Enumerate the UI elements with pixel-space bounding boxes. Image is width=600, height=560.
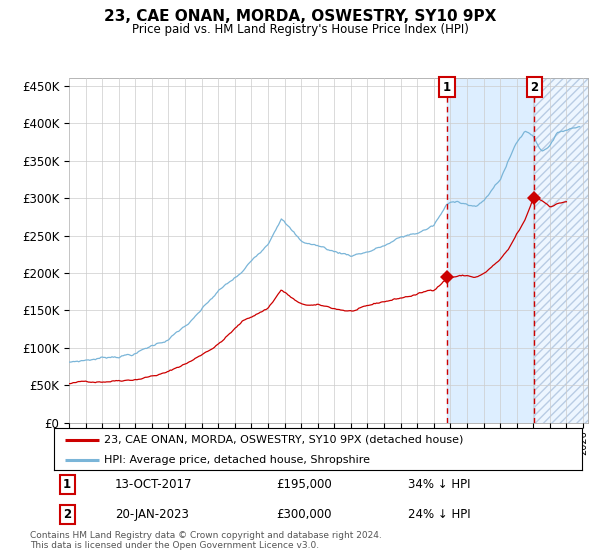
Text: 13-OCT-2017: 13-OCT-2017 [115, 478, 192, 491]
Text: 20-JAN-2023: 20-JAN-2023 [115, 508, 188, 521]
Text: 2: 2 [530, 81, 538, 94]
Text: 24% ↓ HPI: 24% ↓ HPI [408, 508, 470, 521]
Bar [534, 78, 592, 423]
Text: 1: 1 [63, 478, 71, 491]
Bar [534, 78, 592, 423]
Text: 1: 1 [443, 81, 451, 94]
Text: £300,000: £300,000 [276, 508, 331, 521]
Bar [447, 78, 534, 423]
Text: 34% ↓ HPI: 34% ↓ HPI [408, 478, 470, 491]
Text: £195,000: £195,000 [276, 478, 332, 491]
Text: 2: 2 [63, 508, 71, 521]
Text: Price paid vs. HM Land Registry's House Price Index (HPI): Price paid vs. HM Land Registry's House … [131, 22, 469, 36]
Text: 23, CAE ONAN, MORDA, OSWESTRY, SY10 9PX: 23, CAE ONAN, MORDA, OSWESTRY, SY10 9PX [104, 10, 496, 24]
Text: HPI: Average price, detached house, Shropshire: HPI: Average price, detached house, Shro… [104, 455, 370, 465]
Text: 23, CAE ONAN, MORDA, OSWESTRY, SY10 9PX (detached house): 23, CAE ONAN, MORDA, OSWESTRY, SY10 9PX … [104, 435, 464, 445]
Text: Contains HM Land Registry data © Crown copyright and database right 2024.
This d: Contains HM Land Registry data © Crown c… [30, 531, 382, 550]
